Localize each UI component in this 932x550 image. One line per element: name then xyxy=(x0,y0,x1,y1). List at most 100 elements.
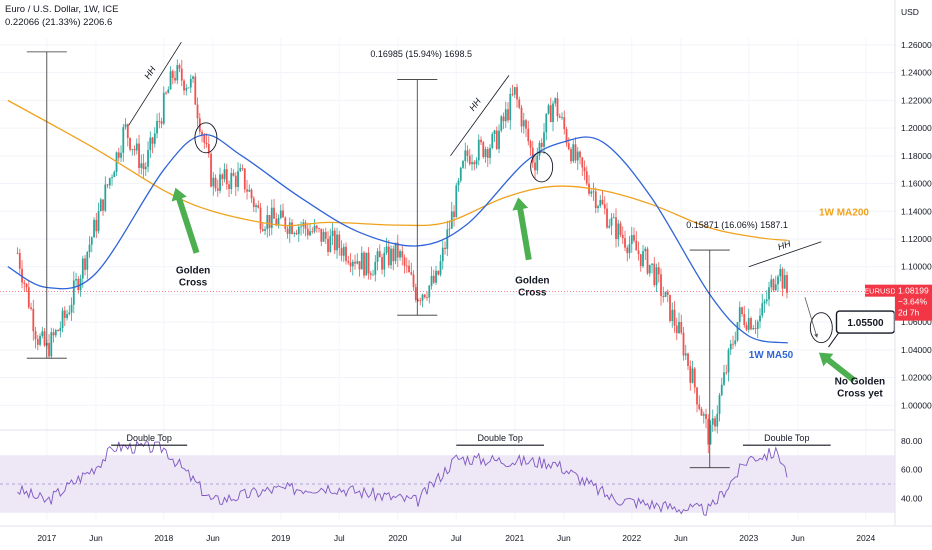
candle-body xyxy=(18,253,21,269)
candle-body xyxy=(612,217,615,219)
no-golden-label-1: No Golden xyxy=(835,377,886,388)
double-top-3-label: Double Top xyxy=(764,433,809,443)
cross-circle-2 xyxy=(530,151,554,183)
candle-body xyxy=(93,219,95,238)
candle-body xyxy=(376,251,379,262)
measure-label-2022: 0.15871 (16.06%) 1587.1 xyxy=(686,220,788,230)
candle-body xyxy=(383,252,386,270)
candle-body xyxy=(628,244,631,254)
candle-body xyxy=(122,127,125,153)
candle-body xyxy=(248,189,251,192)
time-tick-label: Jun xyxy=(674,533,688,543)
candle-body xyxy=(403,257,406,266)
candle-body xyxy=(394,242,397,262)
candle-body xyxy=(518,99,521,108)
golden-cross-label-1b: Cross xyxy=(179,278,208,289)
golden-cross-label-1a: Golden xyxy=(176,266,210,277)
measure-readout: 0.22066 (21.33%) 2206.6 xyxy=(5,17,113,28)
candle-body xyxy=(356,261,359,264)
symbol-tag xyxy=(865,284,895,297)
candle-body xyxy=(309,231,311,236)
candle-body xyxy=(482,142,485,158)
candle-body xyxy=(142,163,145,170)
candle-body xyxy=(372,274,374,276)
candle-body xyxy=(585,171,588,184)
time-tick-label: Jun xyxy=(89,533,103,543)
candle-body xyxy=(59,328,62,332)
candle-body xyxy=(189,78,192,88)
price-tick-label: 1.00000 xyxy=(901,400,932,410)
candle-body xyxy=(360,252,363,270)
candle-body xyxy=(322,231,325,242)
candle-body xyxy=(520,107,523,127)
candle-body xyxy=(106,184,109,186)
candle-body xyxy=(354,261,356,264)
candle-body xyxy=(113,171,116,178)
rsi-tick-label: 80.00 xyxy=(901,436,923,446)
candle-body xyxy=(124,124,127,128)
time-tick-label: Jun xyxy=(791,533,805,543)
candle-body xyxy=(351,261,354,267)
candle-body xyxy=(621,234,624,239)
candle-body xyxy=(270,207,273,228)
candle-body xyxy=(36,339,39,345)
candle-body xyxy=(196,104,199,119)
candle-body xyxy=(39,335,41,345)
candle-body xyxy=(401,251,404,258)
candle-body xyxy=(572,144,575,162)
candle-body xyxy=(709,424,712,445)
double-top-1-label: Double Top xyxy=(126,433,171,443)
candle-body xyxy=(68,312,71,315)
candle-body xyxy=(624,238,626,248)
candle-body xyxy=(738,307,741,323)
candle-body xyxy=(156,121,158,134)
price-badge xyxy=(895,284,932,321)
candle-body xyxy=(711,418,714,425)
candle-body xyxy=(408,265,410,273)
candle-body xyxy=(268,214,271,228)
candle-body xyxy=(221,174,224,180)
price-tick-label: 1.22000 xyxy=(901,95,932,105)
candle-body xyxy=(194,76,197,105)
candle-body xyxy=(210,153,212,187)
candle-body xyxy=(86,251,89,270)
candle-body xyxy=(457,180,460,186)
candle-body xyxy=(340,248,343,256)
candle-body xyxy=(574,144,577,161)
candle-body xyxy=(603,204,606,209)
candle-body xyxy=(549,105,552,123)
candle-body xyxy=(689,366,692,383)
candle-body xyxy=(43,331,46,346)
time-tick-label: 2020 xyxy=(388,533,407,543)
candle-body xyxy=(52,332,55,336)
candle-body xyxy=(250,189,253,199)
candle-body xyxy=(81,258,84,279)
cross-circle-3 xyxy=(809,312,833,344)
candle-body xyxy=(597,206,599,209)
candle-body xyxy=(608,225,611,228)
candle-body xyxy=(509,93,512,121)
price-axis-panel xyxy=(895,0,932,550)
candle-body xyxy=(358,261,361,270)
time-tick-label: Jun xyxy=(206,533,220,543)
candle-body xyxy=(666,291,669,295)
candle-body xyxy=(786,275,788,293)
candle-body xyxy=(743,314,746,326)
candle-body xyxy=(680,321,683,333)
candle-body xyxy=(153,133,156,144)
candle-body xyxy=(133,148,136,151)
candle-body xyxy=(657,267,660,275)
down-arrow xyxy=(804,297,818,338)
candle-body xyxy=(678,321,680,334)
candle-body xyxy=(547,105,550,114)
candle-body xyxy=(151,137,154,144)
candle-body xyxy=(333,230,336,251)
candle-body xyxy=(304,222,307,229)
candle-body xyxy=(538,142,541,156)
candle-body xyxy=(255,205,257,207)
candle-body xyxy=(291,222,293,234)
candle-body xyxy=(491,134,494,149)
candle-body xyxy=(583,167,586,172)
candle-body xyxy=(444,247,446,249)
